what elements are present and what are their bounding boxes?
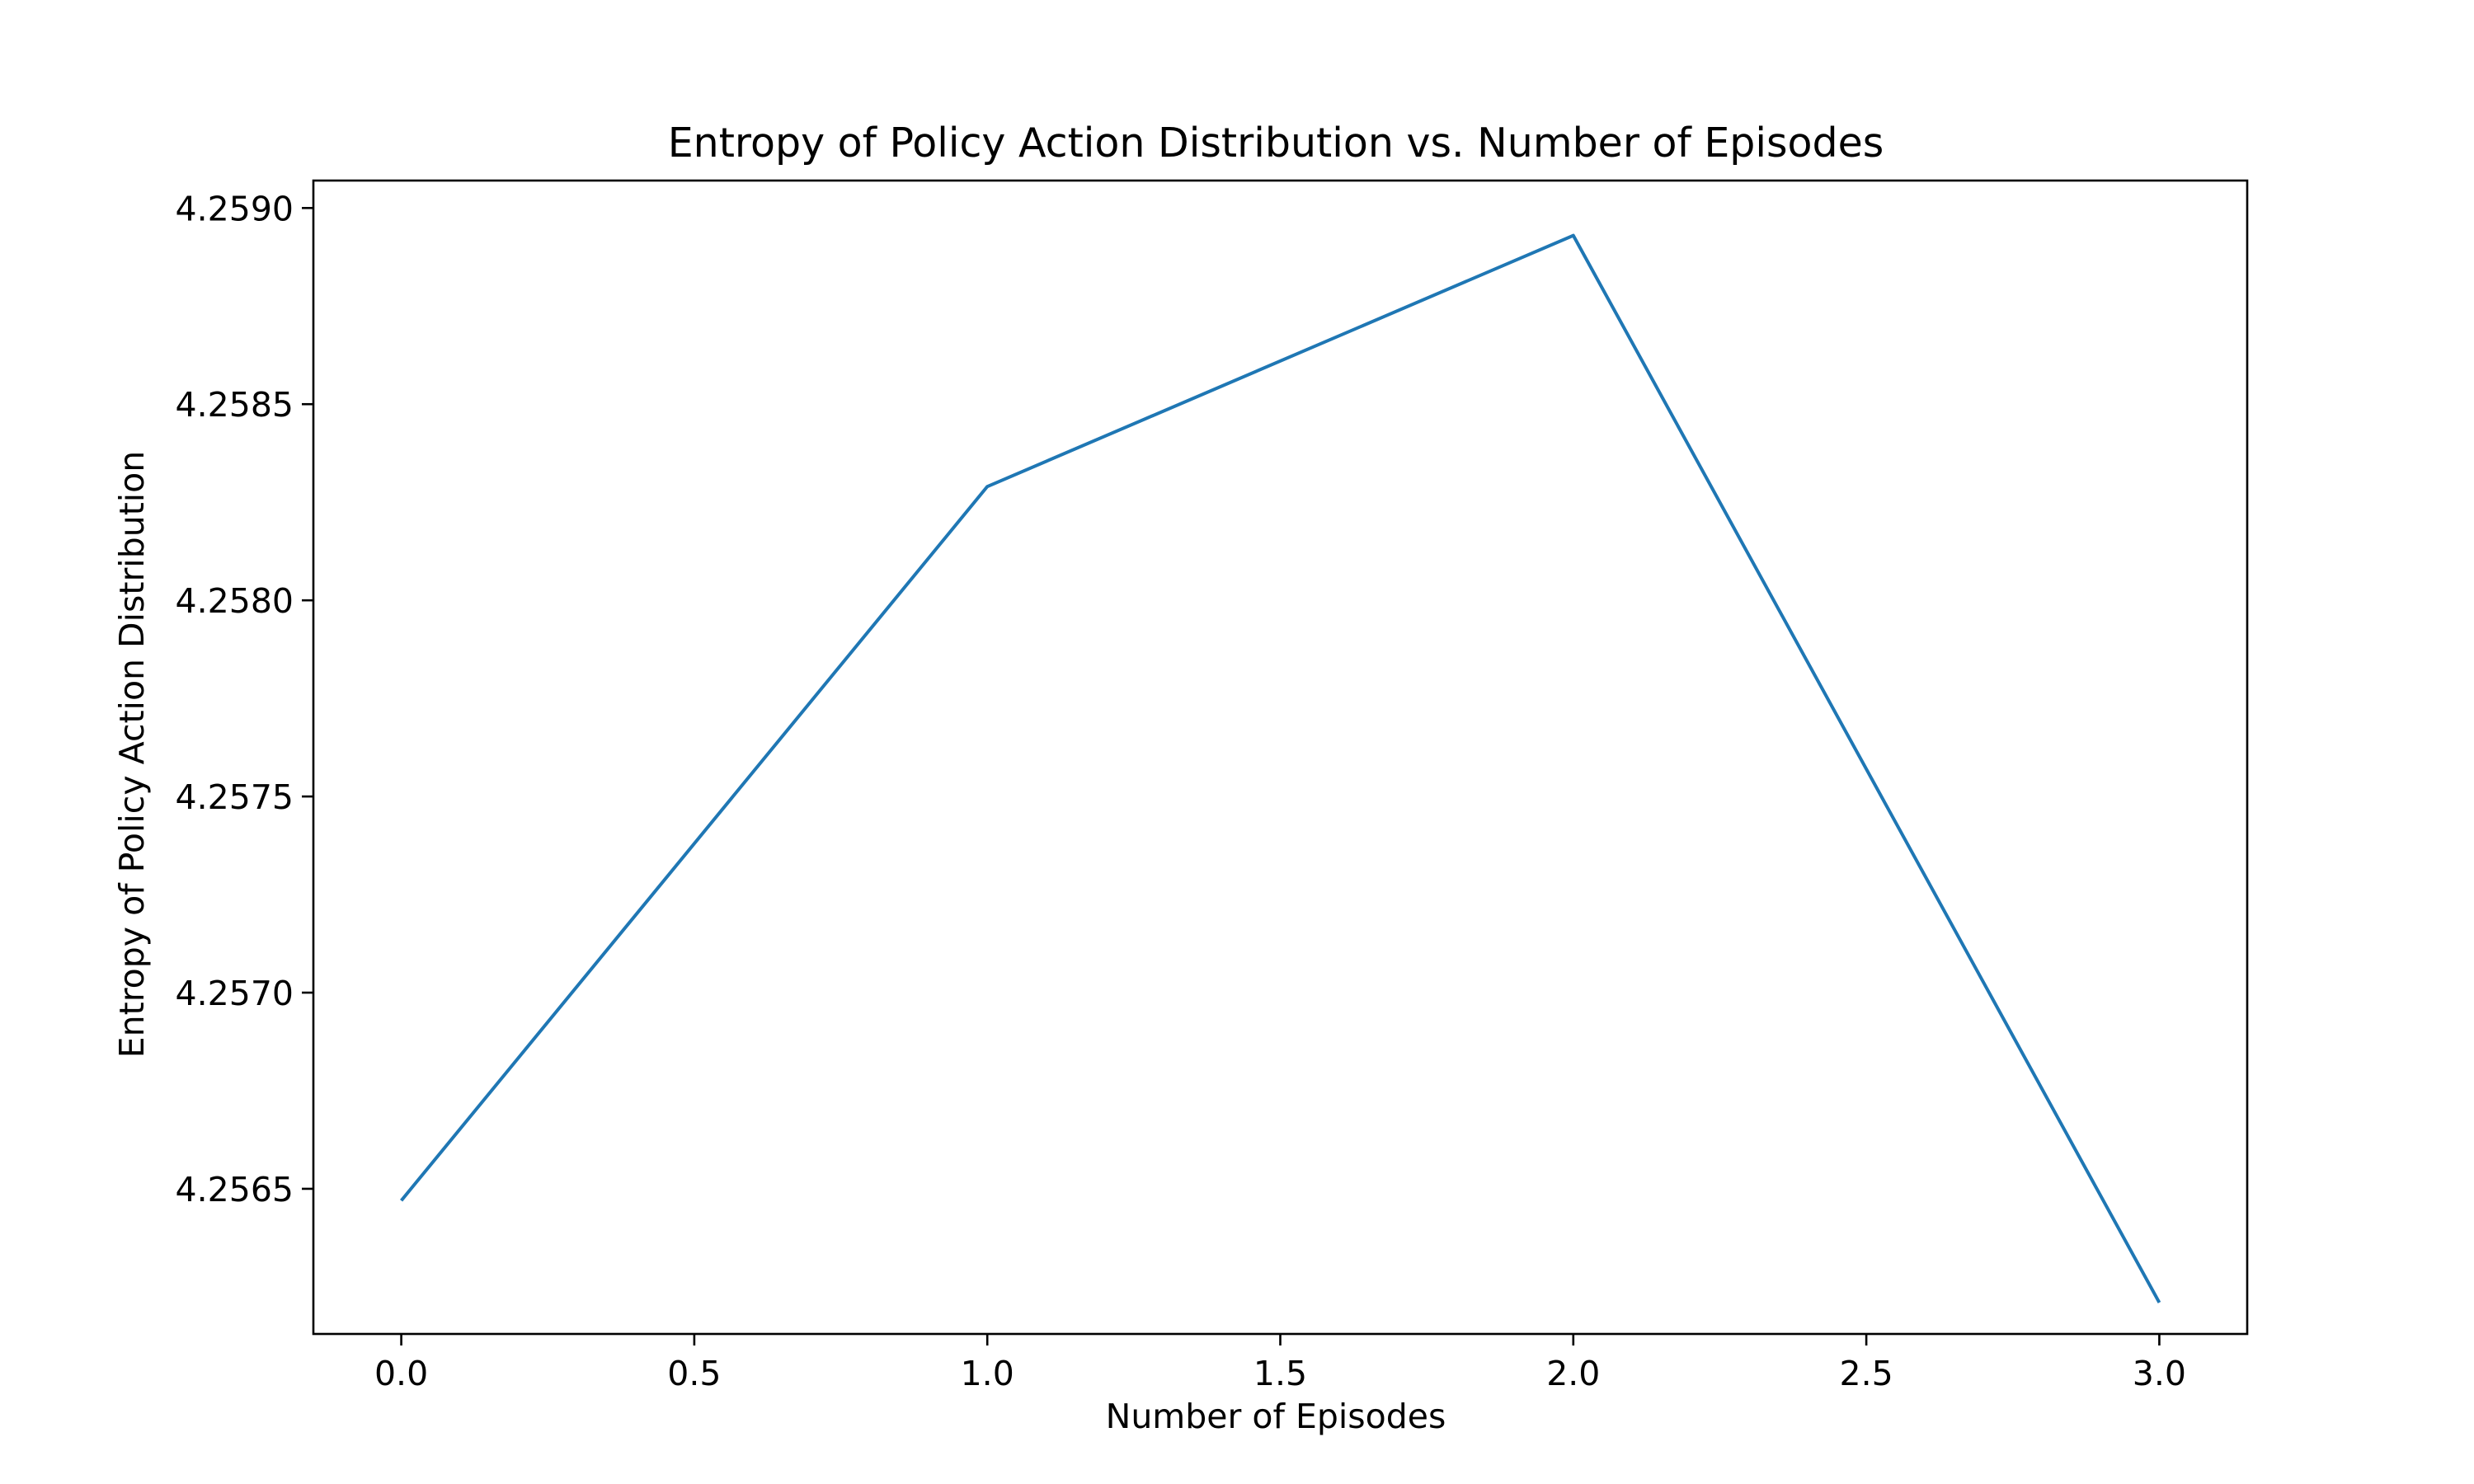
chart-title: Entropy of Policy Action Distribution vs… xyxy=(668,120,1884,167)
x-axis: 0.0 0.5 1.0 1.5 2.0 2.5 3.0 xyxy=(374,1334,2186,1393)
y-tick-label: 4.2590 xyxy=(176,189,294,228)
x-tick-label: 1.0 xyxy=(961,1354,1014,1393)
y-tick-label: 4.2580 xyxy=(176,581,294,621)
x-tick-label: 2.5 xyxy=(1839,1354,1893,1393)
y-tick-label: 4.2565 xyxy=(176,1170,294,1209)
y-tick-label: 4.2570 xyxy=(176,974,294,1013)
x-tick-label: 0.0 xyxy=(374,1354,428,1393)
x-axis-label: Number of Episodes xyxy=(1106,1397,1446,1436)
y-axis: 4.2565 4.2570 4.2575 4.2580 4.2585 4.2590 xyxy=(176,189,313,1209)
series-layer xyxy=(400,233,2161,1303)
x-tick-label: 1.5 xyxy=(1253,1354,1307,1393)
x-tick-label: 3.0 xyxy=(2133,1354,2186,1393)
y-axis-label: Entropy of Policy Action Distribution xyxy=(112,451,152,1058)
x-tick-label: 2.0 xyxy=(1546,1354,1600,1393)
y-tick-label: 4.2575 xyxy=(176,777,294,817)
series-line xyxy=(400,233,2161,1303)
y-tick-label: 4.2585 xyxy=(176,385,294,425)
x-tick-label: 0.5 xyxy=(667,1354,721,1393)
plot-area-frame xyxy=(312,179,2249,1336)
